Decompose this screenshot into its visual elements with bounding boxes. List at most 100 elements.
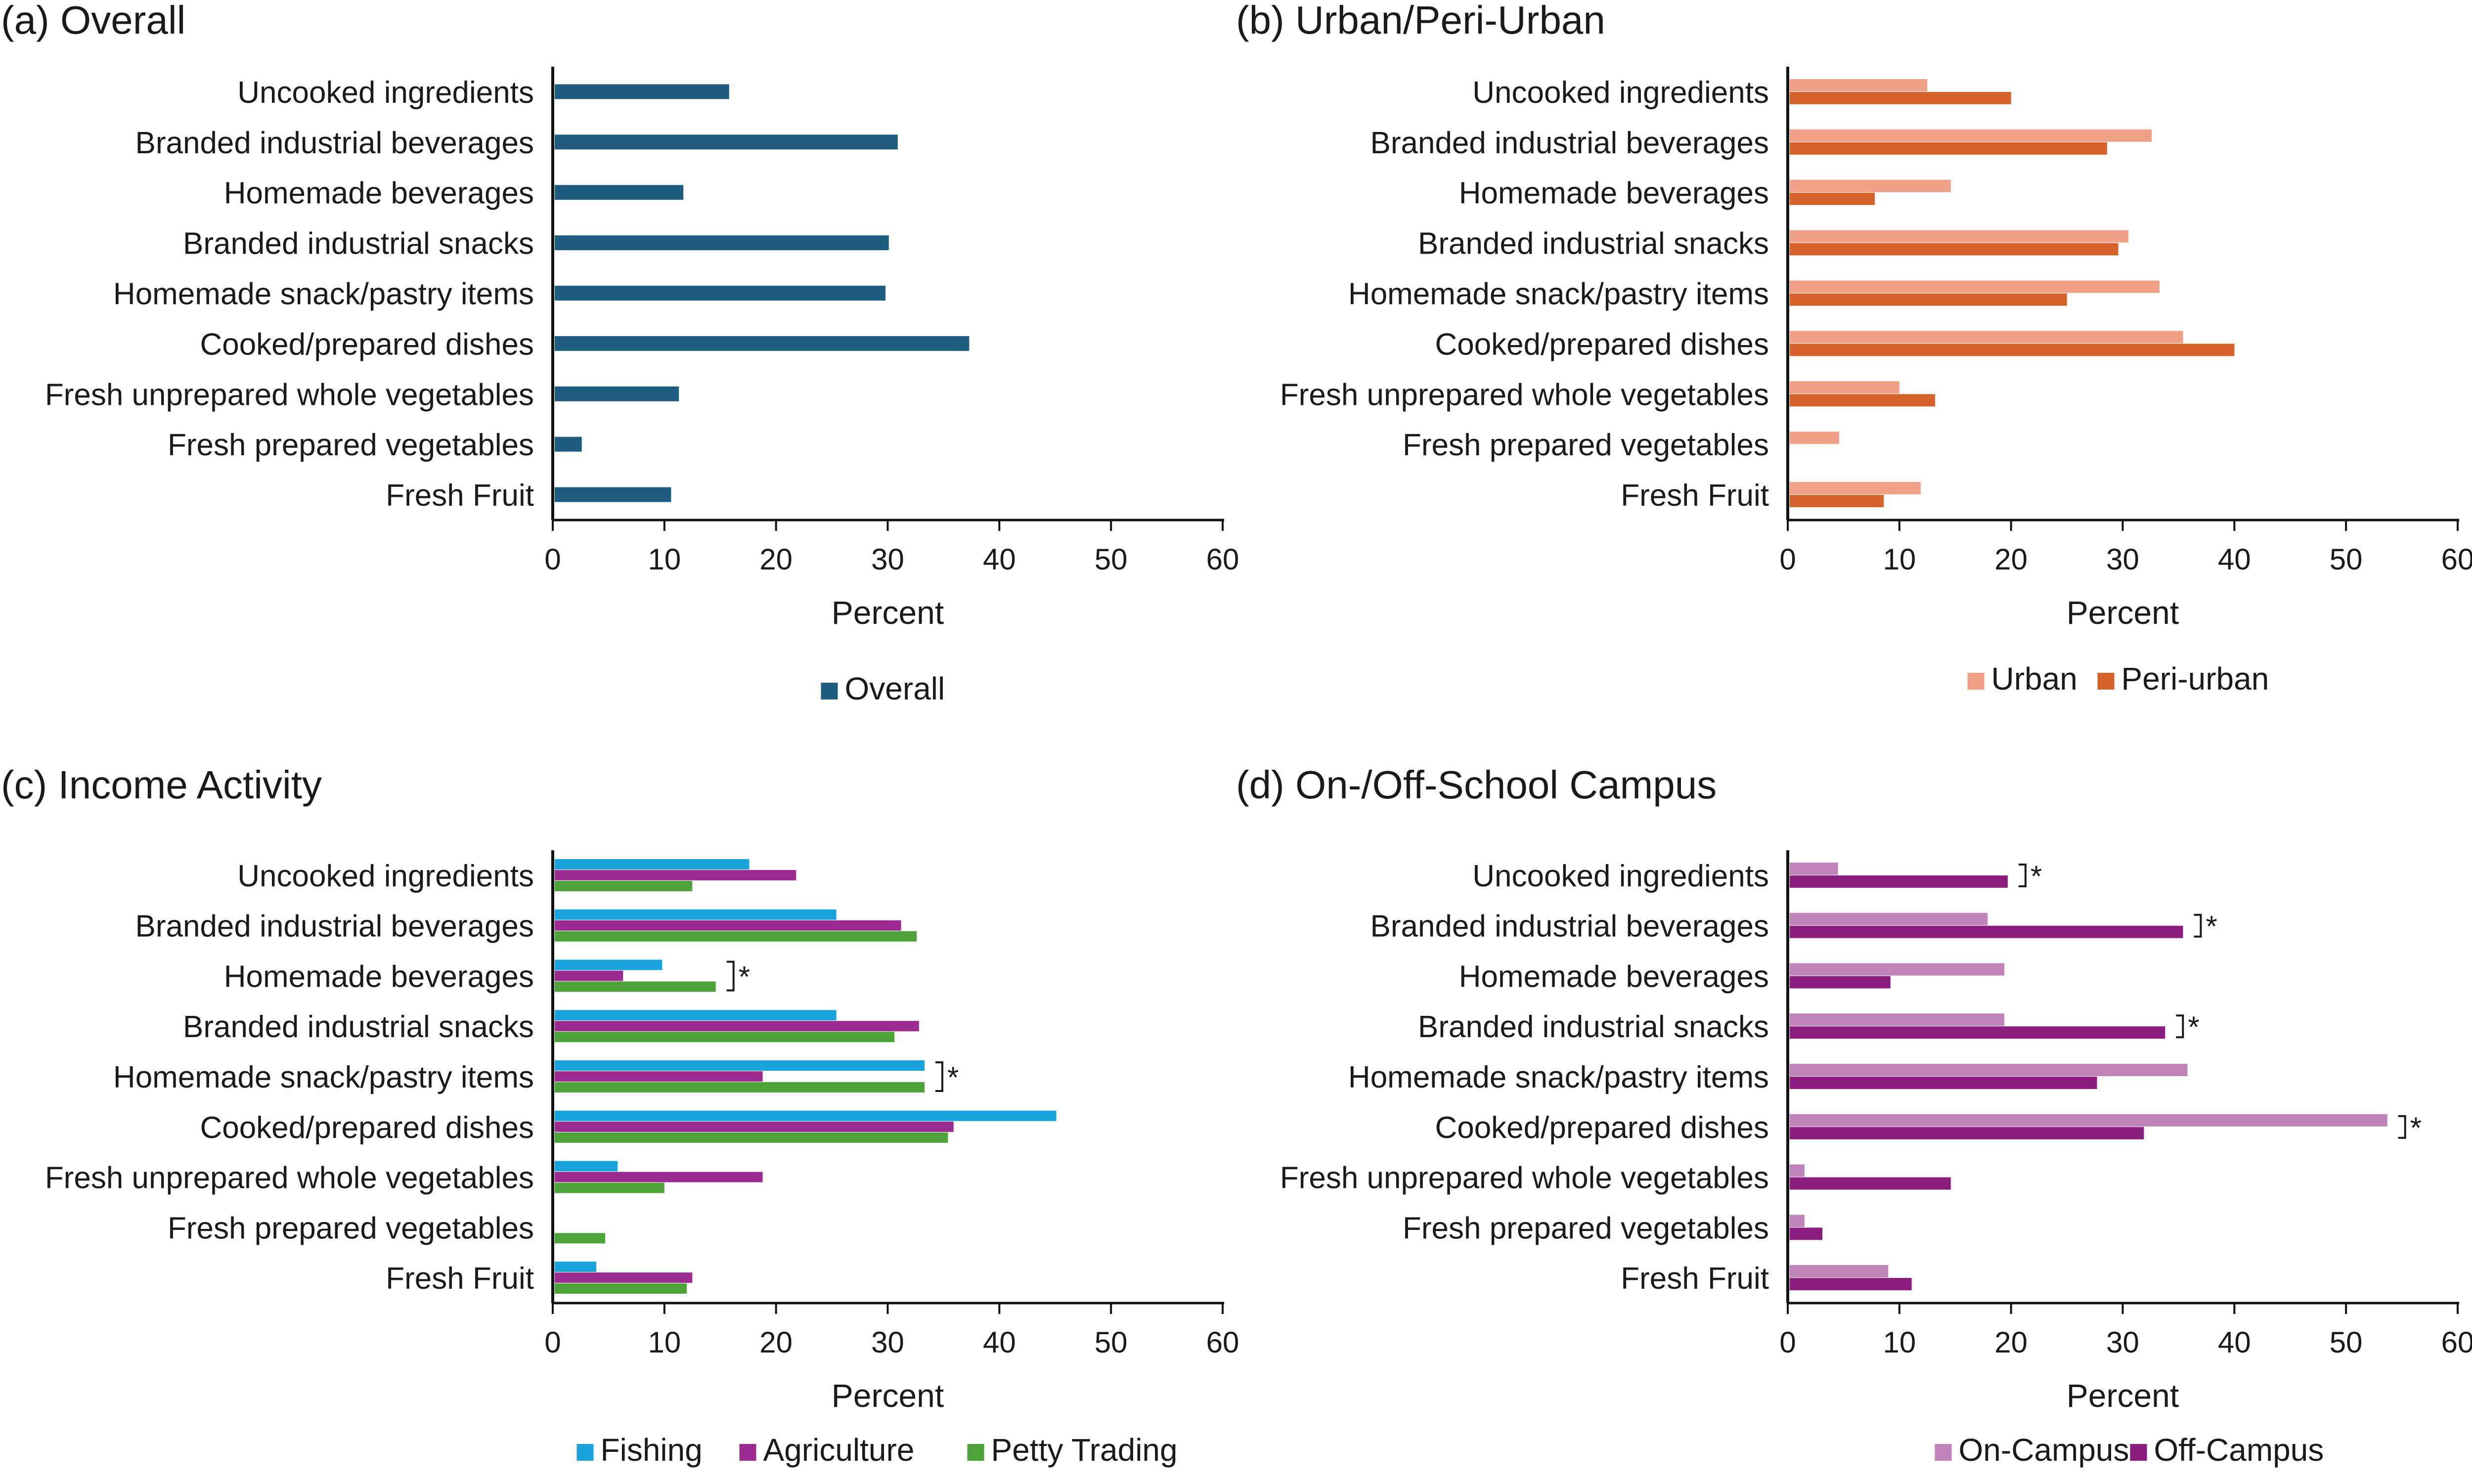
bar-petty-trading-fresh-fruit (555, 1283, 687, 1294)
bar-fishing-fresh-fruit (555, 1262, 597, 1272)
bar-agriculture-branded-industrial-snacks (555, 1021, 919, 1032)
significance-marker: * (947, 1061, 959, 1094)
x-tick-label: 0 (544, 1326, 561, 1359)
chart-panel-c-income-activity: (c) Income Activity Uncooked ingredients B… (1, 763, 1239, 1468)
x-axis-title: Percent (2067, 594, 2179, 631)
category-label: Cooked/prepared dishes (200, 1111, 534, 1145)
bar-off-campus-fresh-prepared-vegetables (1790, 1227, 1823, 1240)
x-tick-label: 50 (1095, 543, 1128, 576)
bar-overall-branded-industrial-beverages (555, 134, 898, 150)
bar-urban-cooked-prepared-dishes (1790, 331, 2183, 344)
significance-marker: * (2031, 860, 2042, 893)
significance-marker: * (2410, 1111, 2422, 1144)
bar-urban-branded-industrial-snacks (1790, 230, 2128, 243)
x-tick-label: 20 (759, 543, 793, 576)
bar-agriculture-homemade-snack-pastry-items (555, 1071, 763, 1082)
category-label: Homemade beverages (1459, 176, 1769, 211)
bar-off-campus-uncooked-ingredients (1790, 875, 2008, 888)
legend-label-agriculture: Agriculture (763, 1432, 915, 1468)
bar-agriculture-cooked-prepared-dishes (555, 1121, 954, 1132)
bar-off-campus-homemade-beverages (1790, 976, 1891, 989)
x-tick-label: 0 (1779, 1326, 1796, 1359)
x-tick-label: 40 (2218, 543, 2251, 576)
legend-label-fishing: Fishing (601, 1432, 703, 1468)
category-label: Branded industrial beverages (135, 126, 534, 160)
bar-petty-trading-uncooked-ingredients (555, 880, 693, 891)
x-tick-label: 10 (648, 1326, 681, 1359)
significance-bracket (2398, 1115, 2406, 1139)
bar-agriculture-branded-industrial-beverages (555, 920, 901, 931)
bar-on-campus-fresh-unprepared-whole-vegetables (1790, 1164, 1805, 1177)
category-label: Branded industrial snacks (183, 1010, 534, 1044)
category-label: Fresh unprepared whole vegetables (1280, 378, 1769, 412)
category-label: Homemade beverages (1459, 960, 1769, 994)
category-label: Fresh unprepared whole vegetables (45, 378, 534, 412)
bar-urban-homemade-snack-pastry-items (1790, 280, 2160, 293)
bar-urban-fresh-fruit (1790, 482, 1921, 495)
bar-on-campus-homemade-snack-pastry-items (1790, 1064, 2188, 1076)
bar-fishing-branded-industrial-beverages (555, 909, 837, 920)
category-label: Fresh Fruit (1621, 1262, 1769, 1296)
bar-on-campus-branded-industrial-snacks (1790, 1013, 2005, 1026)
x-tick-label: 50 (1095, 1326, 1128, 1359)
x-tick-label: 20 (759, 1326, 793, 1359)
category-label: Fresh prepared vegetables (1403, 428, 1769, 462)
significance-bracket (935, 1061, 944, 1092)
x-tick-label: 60 (1206, 543, 1239, 576)
significance-bracket (2176, 1014, 2184, 1039)
category-label: Uncooked ingredients (1472, 76, 1769, 110)
category-label: Homemade snack/pastry items (113, 277, 534, 311)
legend: Overall (821, 671, 945, 706)
panel-title: (d) On-/Off-School Campus (1236, 763, 1717, 807)
bar-peri-urban-branded-industrial-beverages (1790, 142, 2107, 155)
legend: Fishing Agriculture Petty Trading (576, 1432, 1178, 1468)
category-label: Fresh unprepared whole vegetables (45, 1161, 534, 1195)
bar-overall-homemade-beverages (555, 185, 684, 200)
legend-label-peri-urban: Peri-urban (2121, 661, 2269, 697)
category-label: Fresh Fruit (386, 1262, 534, 1296)
x-tick-label: 40 (2218, 1326, 2251, 1359)
category-label: Uncooked ingredients (1472, 859, 1769, 893)
bar-petty-trading-homemade-beverages (555, 981, 716, 992)
bar-off-campus-branded-industrial-beverages (1790, 925, 2183, 938)
legend-label-petty-trading: Petty Trading (991, 1432, 1178, 1468)
bar-urban-uncooked-ingredients (1790, 79, 1928, 91)
bar-urban-fresh-prepared-vegetables (1790, 432, 1839, 444)
bar-overall-branded-industrial-snacks (555, 235, 889, 251)
chart-panel-a-overall: (a) Overall Uncooked ingredients Branded i… (1, 0, 1239, 706)
bar-fishing-branded-industrial-snacks (555, 1010, 837, 1021)
bar-petty-trading-fresh-unprepared-whole-vegetables (555, 1182, 664, 1193)
category-label: Cooked/prepared dishes (1435, 327, 1769, 361)
x-tick-label: 0 (1779, 543, 1796, 576)
category-label: Homemade snack/pastry items (113, 1060, 534, 1094)
chart-panel-d-on-off-school-campus: (d) On-/Off-School Campus Uncooked ingred… (1236, 763, 2472, 1468)
x-tick-label: 30 (2106, 1326, 2139, 1359)
x-tick-label: 50 (2330, 543, 2363, 576)
x-tick-label: 20 (1994, 1326, 2028, 1359)
category-label: Fresh unprepared whole vegetables (1280, 1161, 1769, 1195)
legend-swatch-petty-trading (967, 1444, 984, 1461)
bar-fishing-homemade-beverages (555, 960, 662, 970)
legend-label-on-campus: On-Campus (1959, 1432, 2129, 1468)
category-label: Fresh prepared vegetables (168, 1211, 534, 1245)
category-label: Fresh Fruit (1621, 479, 1769, 513)
legend-swatch-on-campus (1935, 1444, 1952, 1461)
significance-marker: * (739, 960, 750, 993)
legend-swatch-fishing (576, 1444, 594, 1461)
bar-off-campus-fresh-fruit (1790, 1278, 1912, 1291)
x-tick-label: 50 (2330, 1326, 2363, 1359)
category-label: Fresh Fruit (386, 479, 534, 513)
x-tick-label: 30 (871, 543, 904, 576)
category-label: Branded industrial snacks (1418, 227, 1769, 261)
x-tick-label: 30 (2106, 543, 2139, 576)
bar-overall-cooked-prepared-dishes (555, 336, 970, 351)
legend-swatch-agriculture (739, 1444, 756, 1461)
legend: On-Campus Off-Campus (1935, 1432, 2324, 1468)
bar-peri-urban-homemade-beverages (1790, 192, 1875, 205)
bar-overall-fresh-prepared-vegetables (555, 436, 582, 452)
chart-panel-b-urban-peri-urban: (b) Urban/Peri-Urban Uncooked ingredients… (1236, 0, 2472, 697)
category-label: Homemade snack/pastry items (1348, 277, 1769, 311)
significance-bracket (2194, 914, 2202, 938)
bar-peri-urban-fresh-fruit (1790, 495, 1884, 508)
bar-urban-homemade-beverages (1790, 179, 1951, 192)
